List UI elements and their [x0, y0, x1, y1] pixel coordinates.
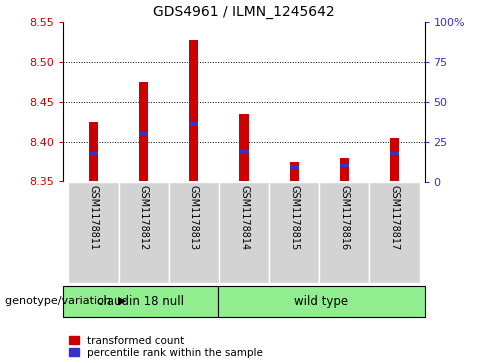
Bar — [169, 182, 219, 283]
Bar — [269, 182, 319, 283]
Bar — [340, 158, 349, 164]
Bar — [340, 164, 349, 167]
Text: claudin 18 null: claudin 18 null — [97, 295, 184, 308]
Bar — [369, 182, 420, 283]
Bar — [119, 182, 169, 283]
Bar — [218, 286, 425, 317]
Bar — [340, 167, 349, 182]
Bar — [240, 153, 248, 182]
Bar — [189, 122, 198, 126]
Text: genotype/variation  ▶: genotype/variation ▶ — [5, 296, 126, 306]
Bar — [68, 182, 119, 283]
Text: GSM1178812: GSM1178812 — [139, 184, 149, 250]
Legend: transformed count, percentile rank within the sample: transformed count, percentile rank withi… — [69, 336, 263, 358]
Bar — [139, 132, 148, 135]
Bar — [219, 182, 269, 283]
Bar — [319, 182, 369, 283]
Text: wild type: wild type — [294, 295, 348, 308]
Bar — [390, 155, 399, 182]
Text: GSM1178813: GSM1178813 — [189, 184, 199, 250]
Text: GSM1178814: GSM1178814 — [239, 184, 249, 250]
Bar — [390, 152, 399, 155]
Bar — [89, 152, 98, 155]
Bar — [139, 82, 148, 132]
Bar — [89, 155, 98, 182]
Text: GSM1178817: GSM1178817 — [389, 184, 400, 250]
Bar — [290, 162, 299, 166]
Bar — [390, 138, 399, 152]
Bar — [240, 114, 248, 150]
Bar — [290, 169, 299, 182]
Bar — [139, 135, 148, 182]
Bar — [89, 122, 98, 152]
Text: GSM1178811: GSM1178811 — [88, 184, 99, 250]
Title: GDS4961 / ILMN_1245642: GDS4961 / ILMN_1245642 — [153, 5, 335, 19]
Bar — [290, 166, 299, 169]
Text: GSM1178816: GSM1178816 — [339, 184, 349, 250]
Text: GSM1178815: GSM1178815 — [289, 184, 299, 250]
Bar — [63, 286, 218, 317]
Bar — [240, 150, 248, 153]
Bar — [189, 126, 198, 182]
Bar — [189, 40, 198, 122]
